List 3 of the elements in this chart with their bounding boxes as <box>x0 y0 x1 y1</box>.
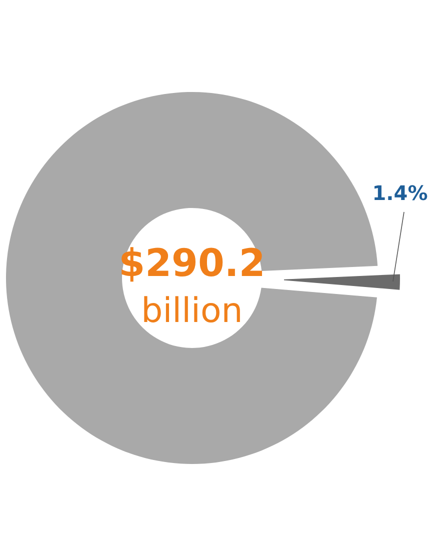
text: billion <box>141 291 243 331</box>
text: $290.2 <box>118 241 266 285</box>
data-label: 1.4% <box>372 181 428 205</box>
